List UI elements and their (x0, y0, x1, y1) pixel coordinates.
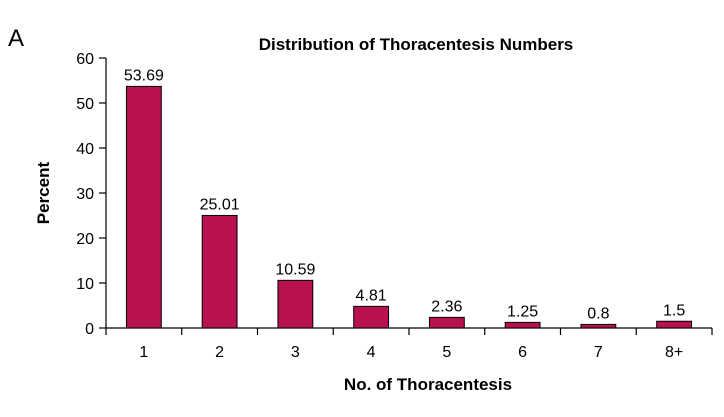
bar-3 (277, 279, 314, 329)
bar-4 (353, 305, 390, 329)
y-tick-label: 20 (76, 231, 94, 248)
x-tick-label: 2 (215, 344, 224, 361)
x-axis: 1 2 3 4 5 6 7 8+ (105, 327, 713, 361)
bar-series (125, 85, 693, 329)
y-axis-label: Percent (34, 161, 53, 224)
data-label-2: 25.01 (200, 196, 240, 213)
chart-title: Distribution of Thoracentesis Numbers (259, 35, 574, 54)
y-tick-label: 60 (76, 51, 94, 68)
bar-6 (504, 321, 541, 329)
bar-7 (580, 323, 617, 329)
data-label-1: 53.69 (124, 67, 164, 84)
panel-label: A (8, 25, 24, 52)
x-tick-label: 6 (518, 344, 527, 361)
data-label-7: 0.8 (587, 305, 609, 322)
y-tick-label: 40 (76, 141, 94, 158)
data-label-8+: 1.5 (663, 302, 685, 319)
x-tick-label: 1 (139, 344, 148, 361)
y-axis: 0 10 20 30 40 50 60 (76, 51, 107, 338)
bar-5 (428, 316, 465, 329)
y-tick-label: 0 (85, 321, 94, 338)
bar-8+ (656, 320, 693, 329)
x-tick-label: 3 (291, 344, 300, 361)
data-labels: 53.69 25.01 10.59 4.81 2.36 1.25 0.8 1.5 (124, 67, 685, 322)
x-axis-label: No. of Thoracentesis (344, 375, 512, 394)
data-label-3: 10.59 (275, 261, 315, 278)
y-tick-label: 50 (76, 96, 94, 113)
y-tick-label: 10 (76, 276, 94, 293)
bar-1 (125, 85, 162, 329)
x-tick-label: 4 (367, 344, 376, 361)
y-tick-label: 30 (76, 186, 94, 203)
x-tick-label: 5 (442, 344, 451, 361)
bar-2 (201, 214, 238, 329)
data-label-5: 2.36 (431, 298, 462, 315)
data-label-4: 4.81 (356, 287, 387, 304)
x-tick-label: 8+ (665, 344, 683, 361)
x-tick-label: 7 (594, 344, 603, 361)
data-label-6: 1.25 (507, 303, 538, 320)
